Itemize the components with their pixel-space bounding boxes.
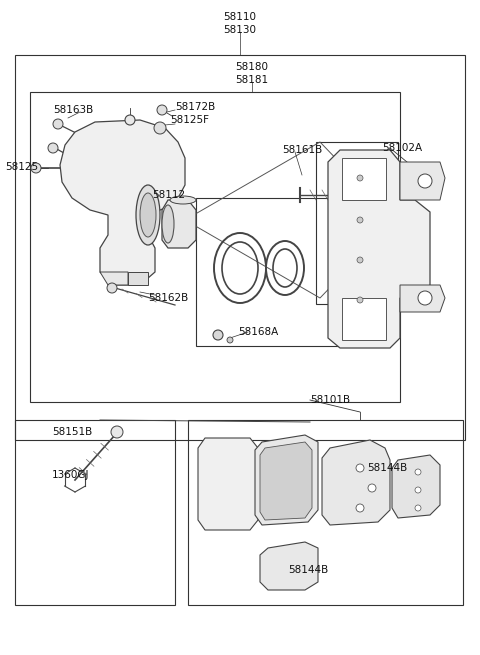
Polygon shape bbox=[400, 162, 445, 200]
Circle shape bbox=[357, 217, 363, 223]
Polygon shape bbox=[342, 158, 386, 200]
Text: 58172B: 58172B bbox=[175, 102, 215, 112]
Bar bbox=[196, 198, 358, 346]
Polygon shape bbox=[100, 272, 128, 285]
Circle shape bbox=[368, 484, 376, 492]
Ellipse shape bbox=[140, 193, 156, 237]
Text: 58168A: 58168A bbox=[238, 327, 278, 337]
Polygon shape bbox=[328, 150, 430, 348]
Circle shape bbox=[48, 143, 58, 153]
Polygon shape bbox=[400, 285, 445, 312]
Circle shape bbox=[357, 297, 363, 303]
Polygon shape bbox=[342, 298, 386, 340]
Circle shape bbox=[111, 426, 123, 438]
Text: 58151B: 58151B bbox=[52, 427, 92, 437]
Circle shape bbox=[356, 504, 364, 512]
Circle shape bbox=[357, 175, 363, 181]
Text: 58110: 58110 bbox=[224, 12, 256, 22]
Circle shape bbox=[53, 119, 63, 129]
Circle shape bbox=[213, 330, 223, 340]
Polygon shape bbox=[392, 455, 440, 518]
Polygon shape bbox=[128, 272, 148, 285]
Bar bbox=[188, 420, 463, 605]
Text: 58125F: 58125F bbox=[170, 115, 209, 125]
Ellipse shape bbox=[136, 185, 160, 245]
Circle shape bbox=[415, 487, 421, 493]
Circle shape bbox=[418, 291, 432, 305]
Circle shape bbox=[125, 115, 135, 125]
Text: 1360GJ: 1360GJ bbox=[52, 470, 89, 480]
Circle shape bbox=[31, 163, 41, 173]
Circle shape bbox=[154, 122, 166, 134]
Bar bbox=[15, 55, 465, 440]
Text: 58181: 58181 bbox=[235, 75, 269, 85]
Polygon shape bbox=[162, 200, 196, 248]
Circle shape bbox=[107, 283, 117, 293]
Text: 58112: 58112 bbox=[152, 190, 185, 200]
Circle shape bbox=[415, 505, 421, 511]
Text: 58161B: 58161B bbox=[282, 145, 322, 155]
Text: 58162B: 58162B bbox=[148, 293, 188, 303]
Text: 58144B: 58144B bbox=[367, 463, 407, 473]
Ellipse shape bbox=[162, 205, 174, 243]
Polygon shape bbox=[255, 435, 318, 525]
Polygon shape bbox=[198, 438, 258, 530]
Circle shape bbox=[418, 174, 432, 188]
Ellipse shape bbox=[170, 196, 196, 204]
Bar bbox=[30, 92, 400, 402]
Polygon shape bbox=[260, 442, 312, 520]
Text: 58102A: 58102A bbox=[382, 143, 422, 153]
Bar bbox=[15, 420, 175, 605]
Circle shape bbox=[227, 337, 233, 343]
Text: 58130: 58130 bbox=[224, 25, 256, 35]
Polygon shape bbox=[322, 440, 390, 525]
Circle shape bbox=[356, 464, 364, 472]
Text: 58180: 58180 bbox=[236, 62, 268, 72]
Text: 58144B: 58144B bbox=[288, 565, 328, 575]
Circle shape bbox=[357, 257, 363, 263]
Text: 58163B: 58163B bbox=[53, 105, 93, 115]
Circle shape bbox=[415, 469, 421, 475]
Polygon shape bbox=[60, 120, 185, 285]
Bar bbox=[316, 142, 398, 304]
Circle shape bbox=[157, 105, 167, 115]
Text: 58101B: 58101B bbox=[310, 395, 350, 405]
Polygon shape bbox=[260, 542, 318, 590]
Text: 58125: 58125 bbox=[5, 162, 38, 172]
